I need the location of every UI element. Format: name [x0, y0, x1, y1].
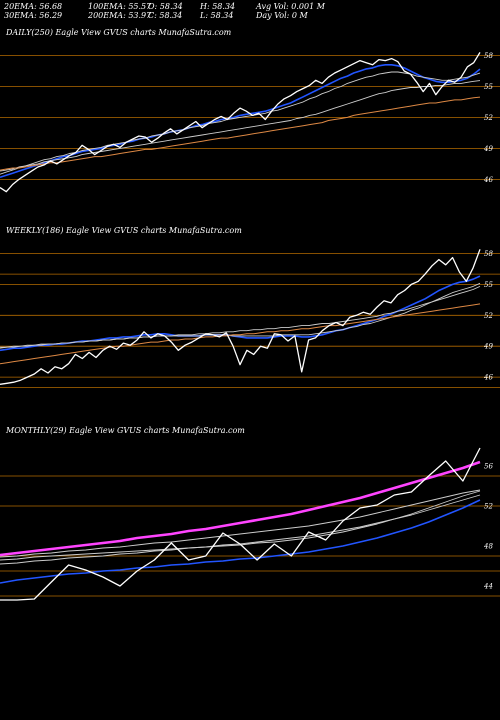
ema-line [0, 80, 481, 172]
price-line [0, 52, 481, 193]
close-stat: C: 58.34 [148, 11, 183, 20]
ema30-stat: 30EMA: 56.29 [4, 11, 63, 20]
y-tick-label: 52 [484, 312, 493, 320]
y-tick-label: 52 [484, 114, 493, 122]
ema-line [0, 489, 481, 558]
ema20-stat: 20EMA: 56.68 [4, 2, 63, 11]
ema-line [0, 71, 481, 175]
weekly-chart: 58 55 52 49 46 [0, 249, 500, 388]
y-tick-label: 58 [484, 250, 493, 258]
avg-volume-stat: Avg Vol: 0.001 M [256, 2, 325, 11]
weekly-panel-title: WEEKLY(186) Eagle View GVUS charts Munaf… [6, 226, 242, 235]
ema-line [0, 499, 481, 584]
stats-header: 20EMA: 56.68 100EMA: 55.57 O: 58.34 H: 5… [0, 0, 500, 20]
ema200-stat: 200EMA: 53.97 [88, 11, 152, 20]
y-tick-label: 58 [484, 52, 493, 60]
low-stat: L: 58.34 [200, 11, 234, 20]
ema100-stat: 100EMA: 55.57 [88, 2, 152, 11]
y-tick-label: 48 [483, 543, 493, 551]
ema-line [0, 63, 481, 179]
monthly-panel-title: MONTHLY(29) Eagle View GVUS charts Munaf… [6, 426, 245, 435]
y-tick-label: 49 [483, 145, 493, 153]
open-stat: O: 58.34 [148, 2, 183, 11]
daily-panel-title: DAILY(250) Eagle View GVUS charts Munafa… [6, 28, 232, 37]
ema-line [0, 460, 481, 557]
y-tick-label: 46 [483, 176, 493, 184]
price-line [0, 447, 481, 601]
y-tick-label: 52 [484, 503, 493, 511]
y-tick-label: 55 [484, 281, 493, 289]
monthly-chart: 56 52 48 44 [0, 447, 500, 601]
ema-line [0, 285, 481, 349]
high-stat: H: 58.34 [200, 2, 236, 11]
ema-line [0, 96, 481, 171]
y-tick-label: 44 [483, 583, 493, 591]
ema-line [0, 490, 481, 561]
price-line [0, 249, 481, 385]
daily-chart: 58 55 52 49 46 [0, 52, 500, 193]
y-tick-label: 55 [484, 83, 493, 91]
day-volume-stat: Day Vol: 0 M [256, 11, 308, 20]
ema-line [0, 275, 481, 352]
y-tick-label: 49 [483, 343, 493, 351]
ema-line [0, 303, 481, 365]
y-tick-label: 46 [483, 374, 493, 382]
y-tick-label: 56 [484, 463, 493, 471]
